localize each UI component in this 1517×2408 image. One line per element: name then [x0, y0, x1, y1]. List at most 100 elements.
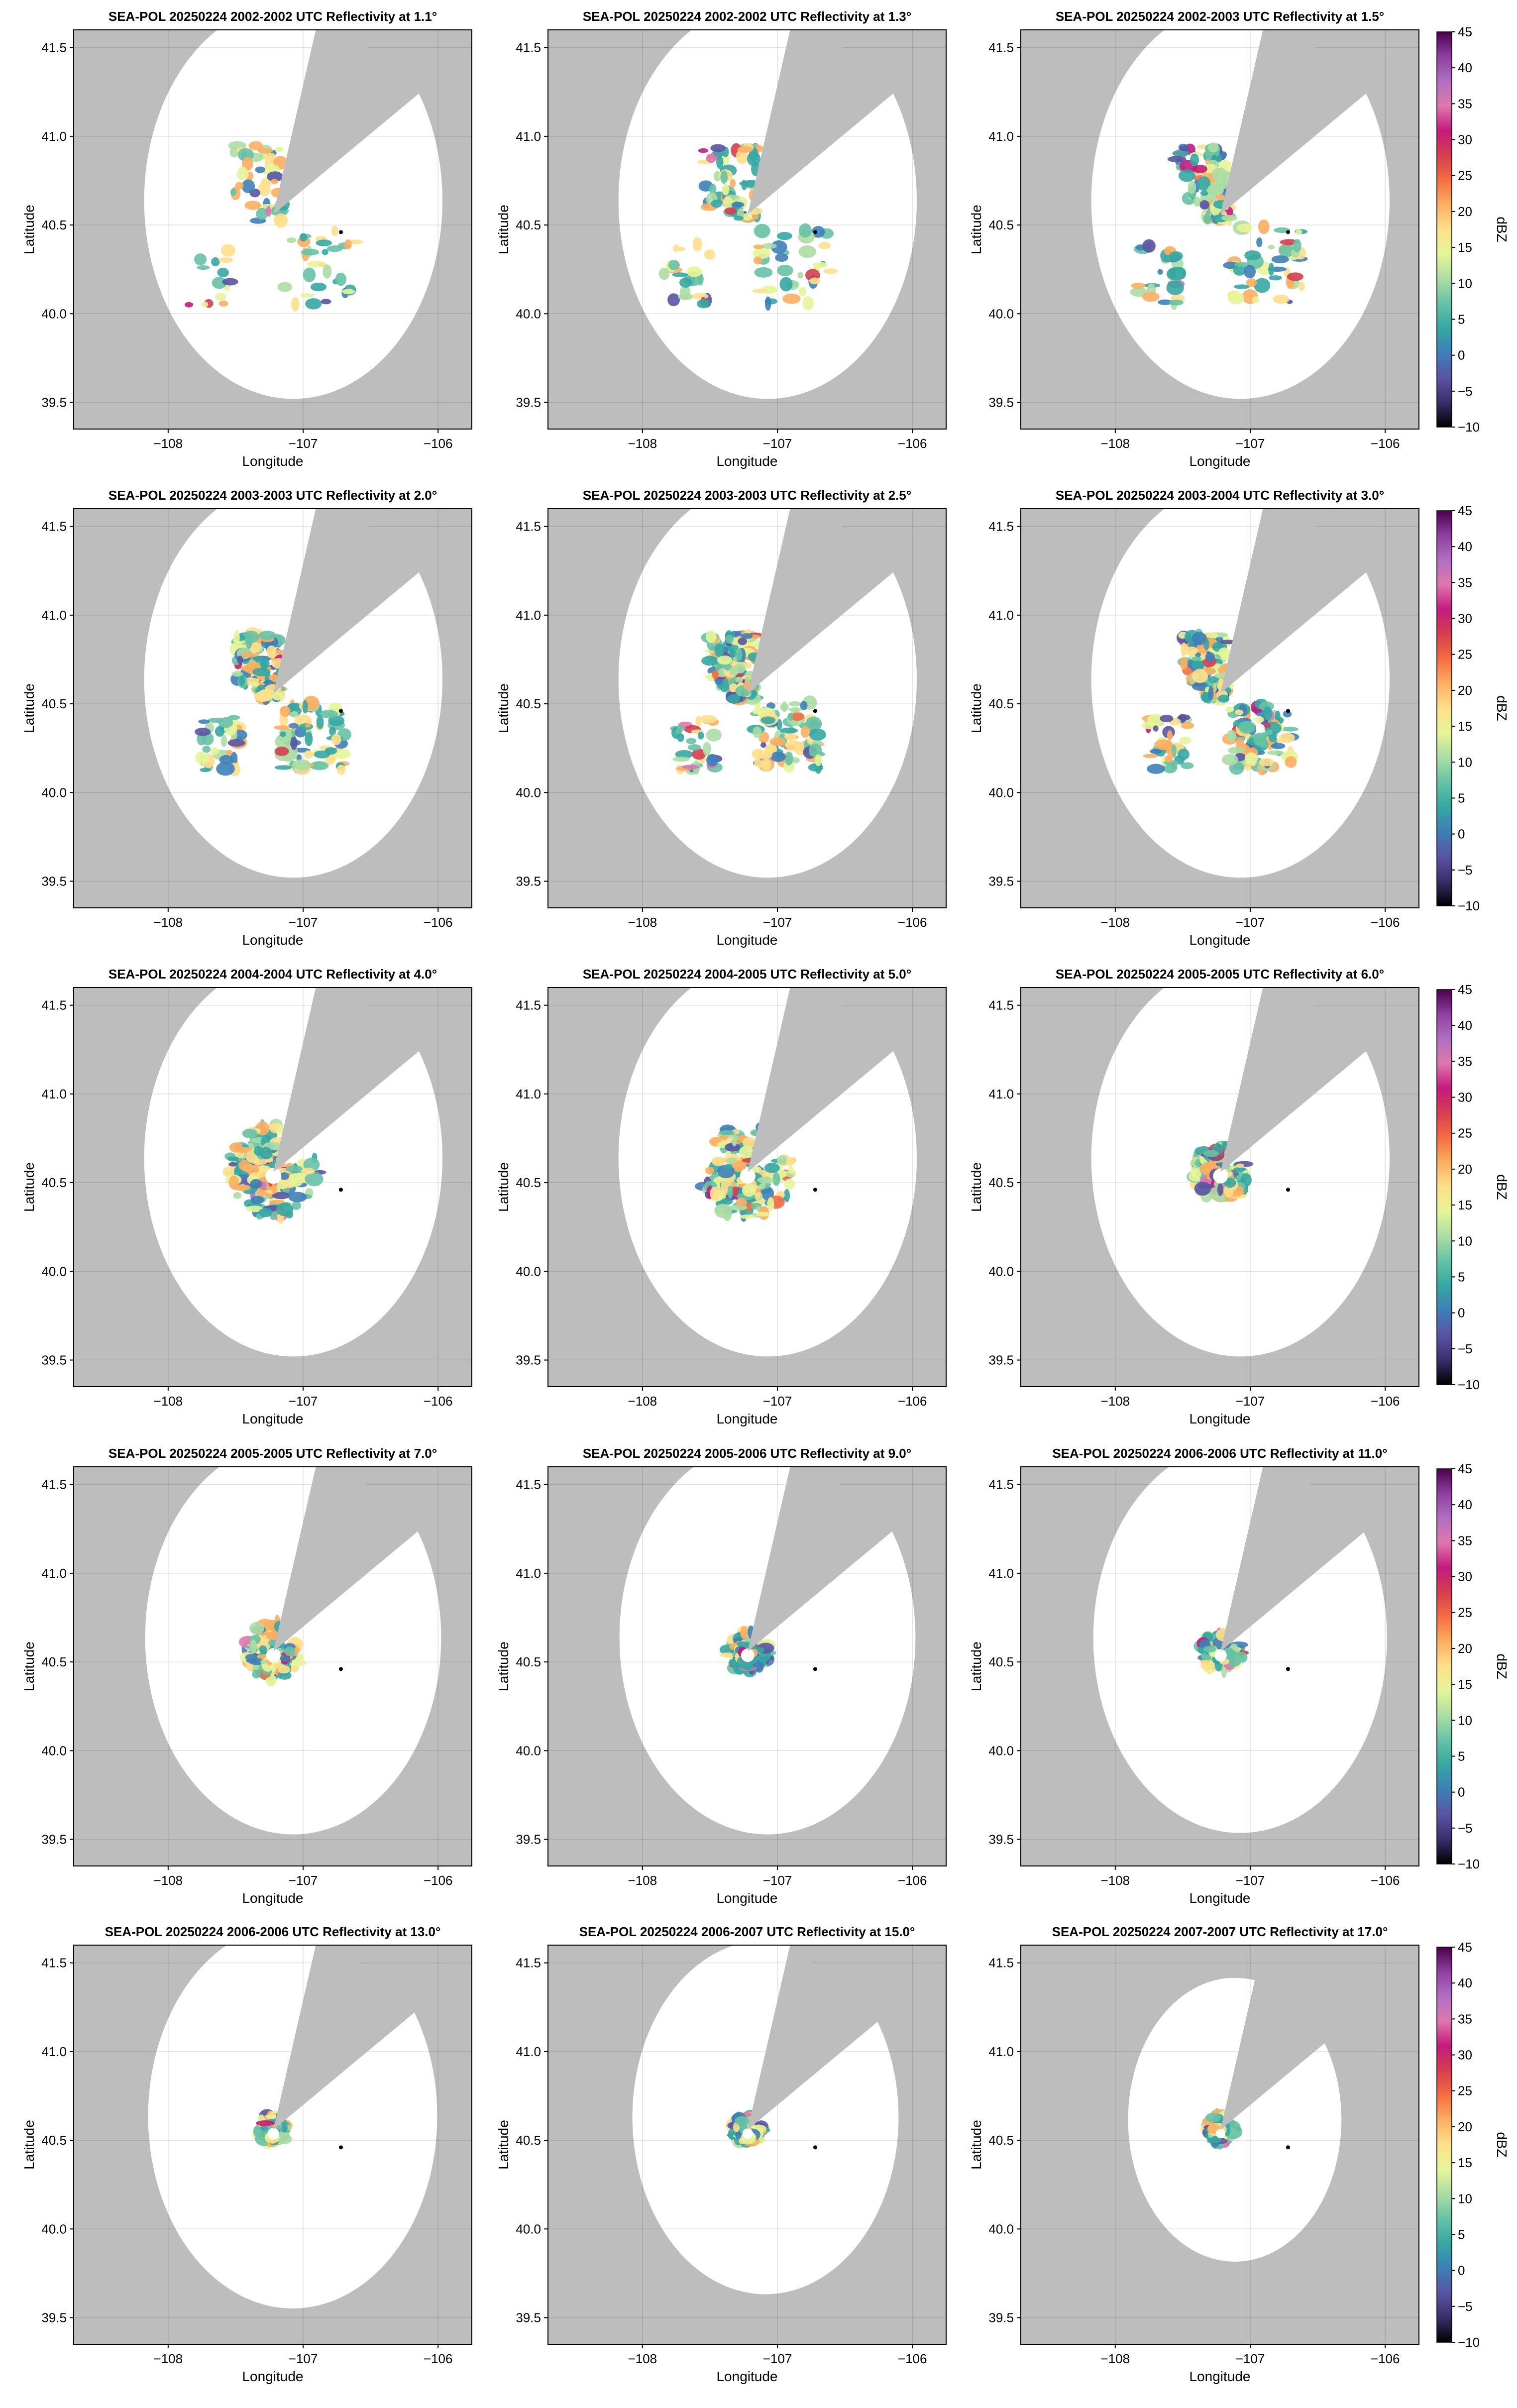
panel-title: SEA-POL 20250224 2002-2003 UTC Reflectiv… — [1056, 9, 1384, 24]
echo-cell — [753, 247, 771, 259]
colorbar-tick-label: 20 — [1458, 683, 1472, 698]
echo-cell — [772, 1172, 780, 1186]
echo-cell — [241, 179, 255, 193]
colorbar-tick-label: 15 — [1458, 719, 1472, 734]
echo-cell — [254, 691, 273, 702]
echo-cell — [735, 647, 743, 662]
echo-cell — [754, 223, 770, 238]
echo-cell — [238, 167, 247, 175]
echo-cell — [1205, 633, 1218, 639]
x-tick-label: −106 — [424, 1394, 453, 1409]
echo-cell — [1150, 749, 1162, 754]
echo-cell — [274, 765, 292, 770]
echo-cell — [692, 293, 709, 300]
x-axis-label: Longitude — [1189, 453, 1250, 469]
echo-cell — [1197, 176, 1211, 191]
echo-cell — [1258, 219, 1270, 234]
colorbar-tick-label: 0 — [1458, 827, 1465, 842]
echo-cell — [1281, 727, 1299, 732]
echo-cell — [1268, 244, 1275, 249]
echo-cell — [250, 681, 259, 687]
echo-cell — [1205, 652, 1215, 662]
echo-cell — [272, 693, 284, 701]
reflectivity-echoes — [670, 629, 826, 775]
echo-cell — [705, 1166, 715, 1175]
colorbar-label: dBZ — [1494, 217, 1510, 242]
echo-cell — [270, 179, 278, 185]
location-marker — [1286, 709, 1290, 713]
echo-cell — [706, 754, 719, 767]
x-axis-label: Longitude — [716, 932, 777, 948]
echo-cell — [272, 1192, 291, 1200]
echo-cell — [724, 1143, 741, 1152]
echo-cell — [1181, 762, 1194, 769]
echo-cell — [249, 1640, 257, 1654]
echo-cell — [1194, 1181, 1211, 1196]
echo-cell — [1234, 262, 1250, 267]
x-tick-label: −107 — [289, 2351, 318, 2366]
radar-panel: SEA-POL 20250224 2002-2002 UTC Reflectiv… — [496, 9, 947, 469]
echo-cell — [305, 298, 322, 310]
echo-cell — [677, 293, 694, 300]
y-tick-label: 39.5 — [41, 874, 67, 889]
echo-cell — [1208, 2137, 1222, 2143]
panel-title: SEA-POL 20250224 2004-2005 UTC Reflectiv… — [583, 967, 911, 982]
axes-frame — [547, 29, 947, 430]
colorbar-tick-label: 5 — [1458, 2227, 1465, 2242]
echo-cell — [331, 734, 341, 746]
echo-cell — [727, 1185, 733, 1199]
echo-cell — [710, 144, 726, 152]
echo-cell — [725, 635, 734, 644]
echo-cell — [1188, 181, 1196, 194]
echo-cell — [1199, 200, 1209, 210]
echo-cell — [256, 208, 268, 220]
colorbar-label: dBZ — [1494, 695, 1510, 721]
blocked-sector — [273, 987, 419, 1172]
x-tick-label: −107 — [763, 1873, 792, 1888]
echo-cell — [259, 1645, 267, 1653]
echo-cell — [710, 1187, 720, 1201]
echo-cell — [706, 630, 717, 644]
blocked-sector — [273, 1467, 418, 1651]
colorbar-tick-label: 30 — [1458, 2048, 1472, 2063]
radar-panel: SEA-POL 20250224 2005-2005 UTC Reflectiv… — [21, 1446, 472, 1906]
y-tick-label: 40.0 — [516, 2221, 541, 2236]
echo-cell — [667, 293, 680, 307]
y-tick-label: 40.5 — [988, 696, 1014, 711]
y-axis-label: Latitude — [496, 1642, 511, 1691]
echo-cell — [1254, 278, 1271, 293]
location-marker — [1286, 1667, 1290, 1671]
echo-cell — [1293, 239, 1301, 252]
colorbar-tick-label: 25 — [1458, 647, 1472, 662]
echo-cell — [807, 737, 813, 744]
radar-coverage-area — [1091, 30, 1390, 399]
echo-cell — [696, 299, 710, 309]
echo-cell — [284, 1646, 296, 1656]
echo-cell — [288, 1192, 307, 1203]
radar-panel: SEA-POL 20250224 2007-2007 UTC Reflectiv… — [969, 1924, 1419, 2384]
echo-cell — [814, 754, 822, 766]
echo-cell — [738, 637, 748, 646]
echo-cell — [658, 268, 670, 280]
colorbar-tick-label: 35 — [1458, 96, 1472, 111]
y-tick-label: 40.5 — [988, 1175, 1014, 1190]
y-tick-label: 39.5 — [41, 2310, 67, 2325]
echo-cell — [730, 178, 736, 188]
echo-cell — [1169, 300, 1184, 306]
blocked-sector — [748, 987, 893, 1172]
location-marker — [1286, 2145, 1290, 2150]
echo-cell — [257, 148, 273, 153]
echo-cell — [318, 262, 327, 267]
echo-cell — [290, 736, 298, 750]
echo-cell — [289, 1173, 304, 1187]
echo-cell — [266, 645, 277, 658]
y-tick-label: 40.0 — [41, 1743, 67, 1758]
echo-cell — [300, 293, 315, 298]
echo-cell — [770, 752, 786, 762]
echo-cell — [781, 701, 787, 712]
echo-cell — [1178, 749, 1190, 760]
blocked-sector — [748, 30, 893, 215]
y-tick-label: 41.0 — [516, 129, 541, 144]
x-tick-label: −108 — [154, 915, 183, 930]
